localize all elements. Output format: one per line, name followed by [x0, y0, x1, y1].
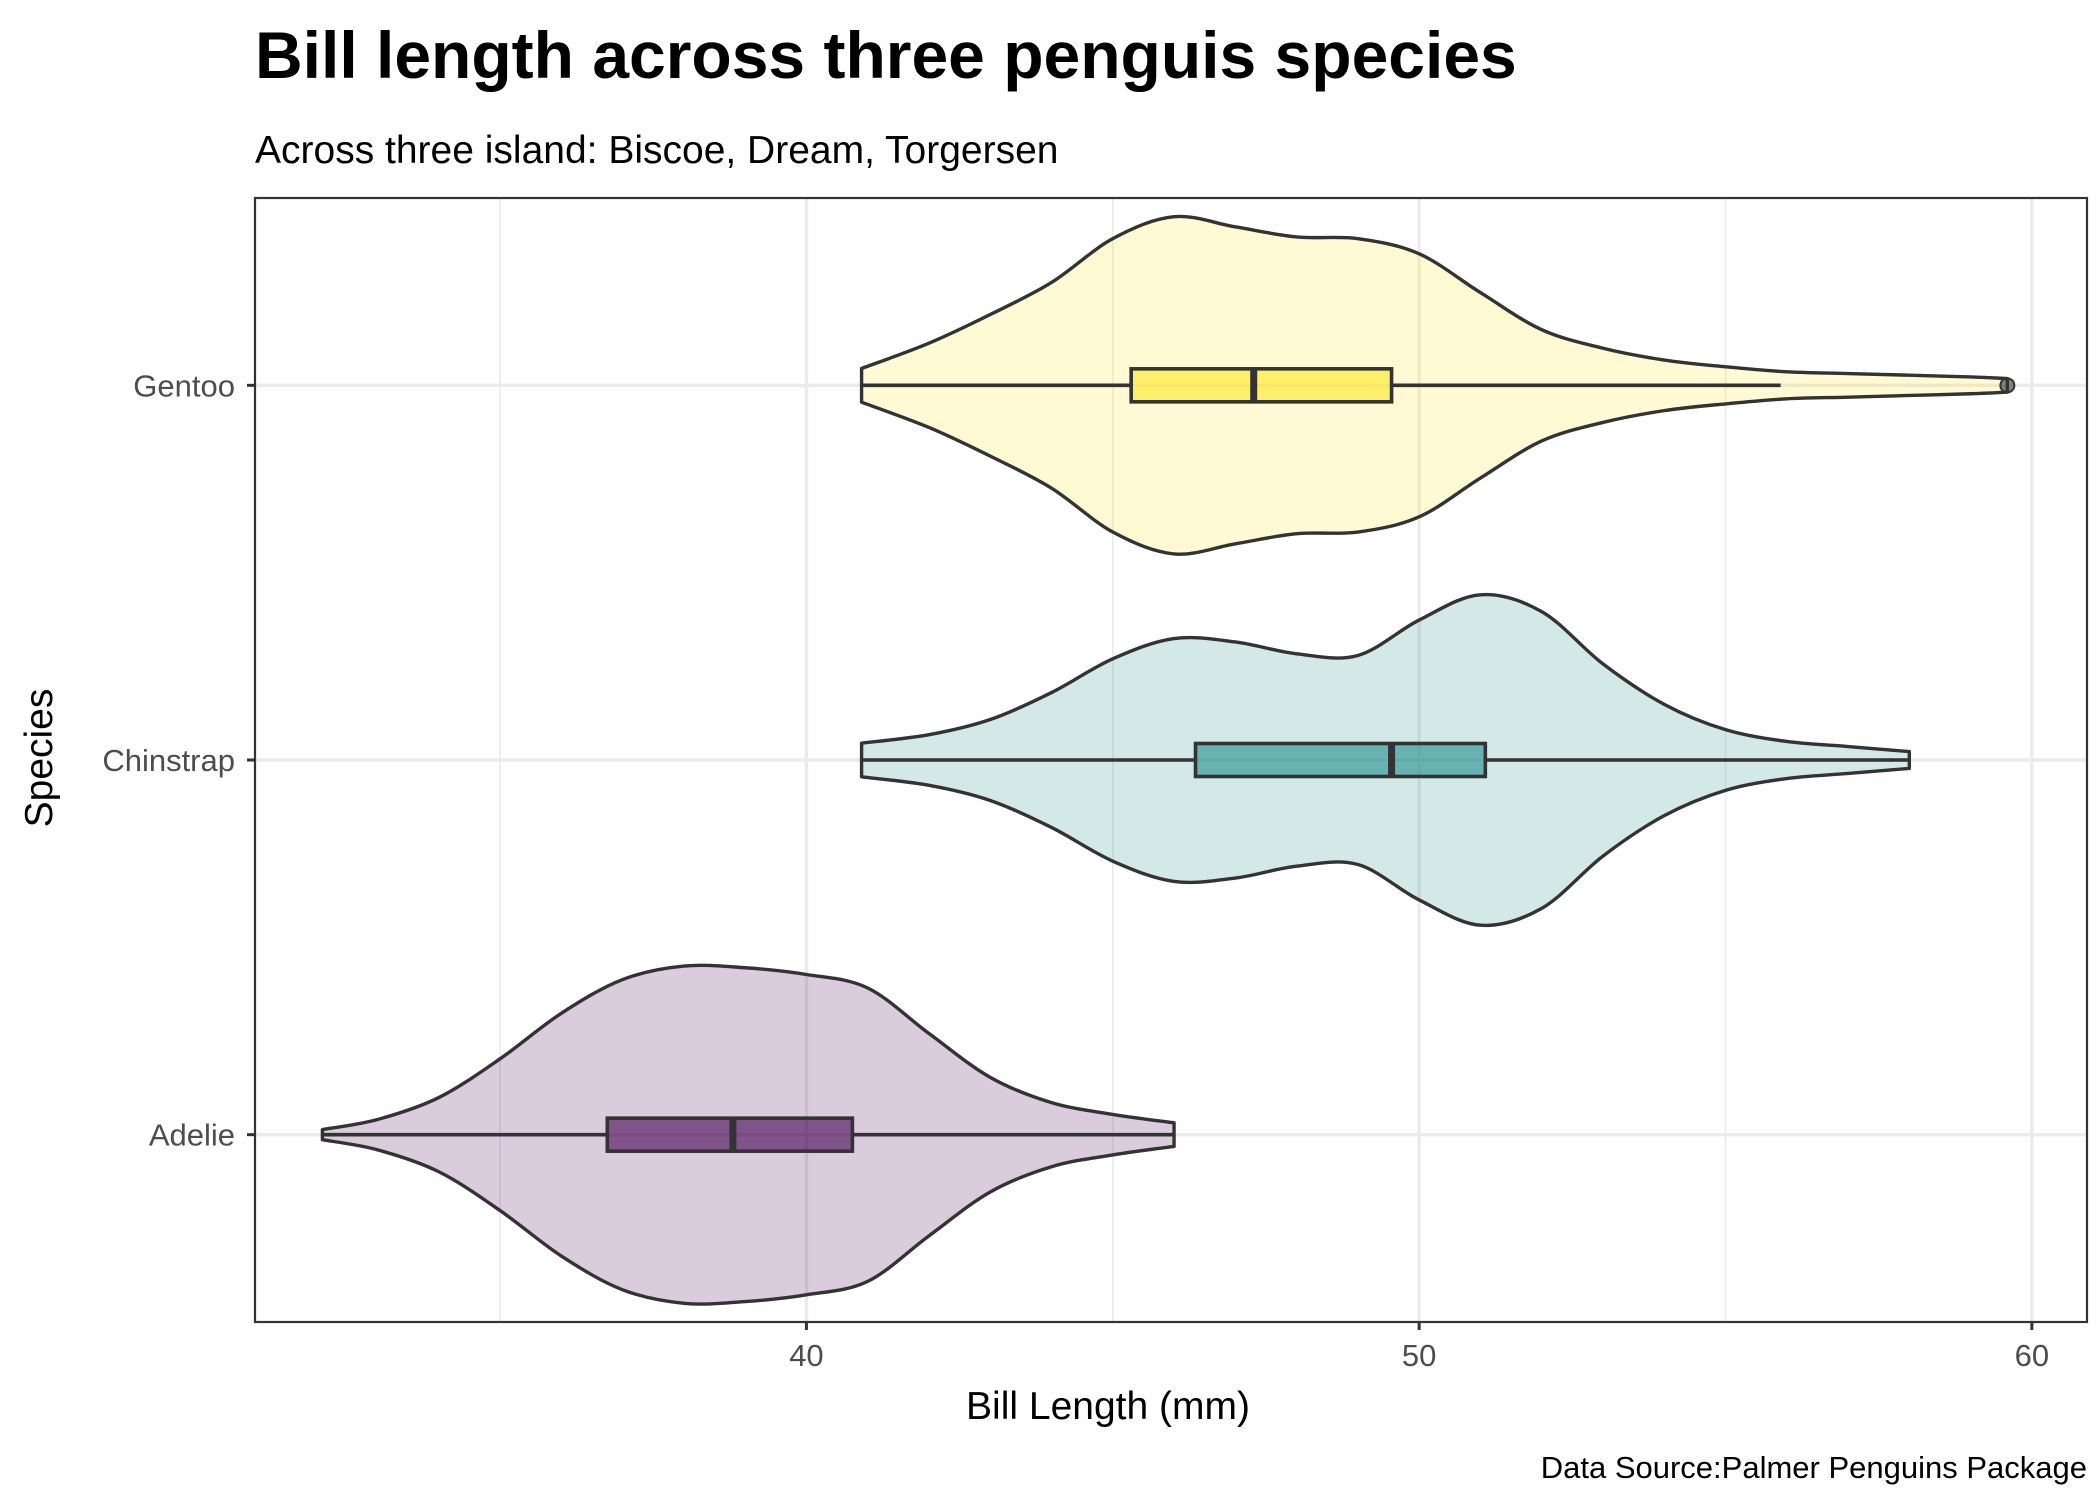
x-axis-title: Bill Length (mm): [966, 1385, 1250, 1428]
box-chinstrap: [1193, 741, 1488, 779]
x-tick-label: 60: [2015, 1338, 2049, 1373]
y-axis-title: Species: [18, 689, 61, 828]
boxplots: [322, 367, 2016, 1153]
chart-subtitle: Across three island: Biscoe, Dream, Torg…: [255, 129, 1058, 172]
chart-title: Bill length across three penguis species: [255, 18, 1517, 92]
outlier-point-gentoo: [1999, 377, 2016, 394]
y-tick-label-adelie: Adelie: [149, 1118, 235, 1153]
x-tick-label: 40: [789, 1338, 823, 1373]
chart-caption: Data Source:Palmer Penguins Package: [1541, 1450, 2087, 1485]
x-tick-label: 50: [1402, 1338, 1436, 1373]
y-tick-label-chinstrap: Chinstrap: [102, 743, 235, 778]
axes: 40 50 60 Adelie Chinstrap Gentoo: [102, 368, 2049, 1373]
y-tick-label-gentoo: Gentoo: [133, 368, 235, 403]
box-gentoo: [1129, 367, 1394, 404]
